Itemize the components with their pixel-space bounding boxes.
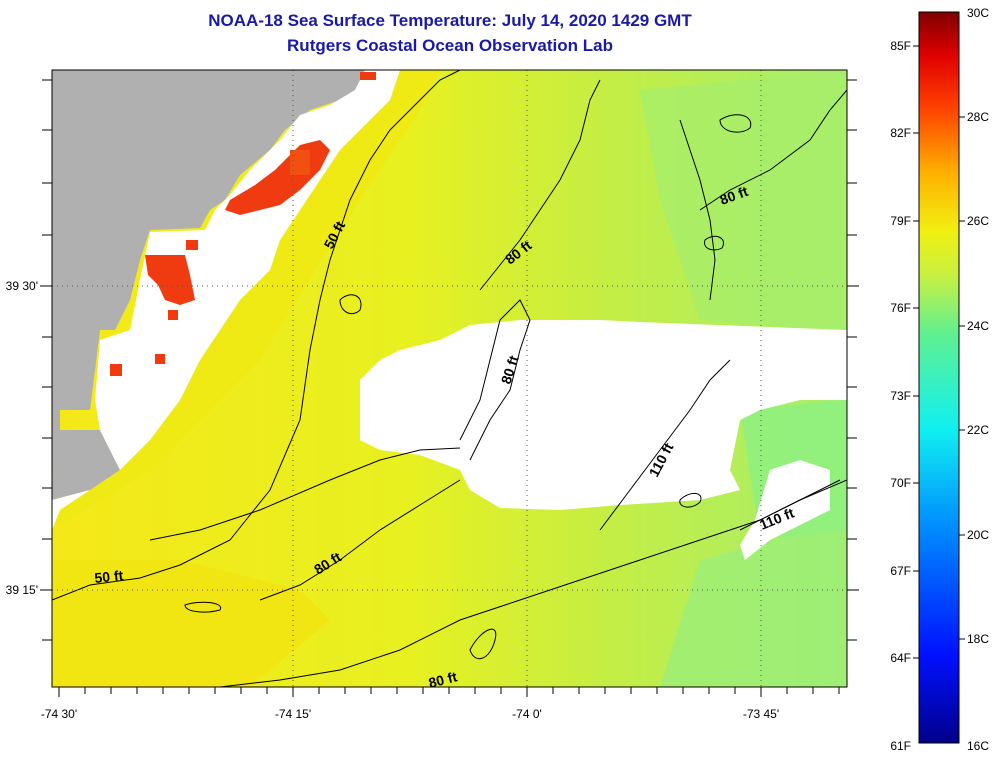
cb-f-label-76: 76F — [890, 301, 911, 315]
lat-tick-label-2: 39 15' — [6, 583, 38, 597]
cb-f-label-61: 61F — [890, 739, 911, 753]
cb-c-label-20: 20C — [967, 528, 989, 542]
cb-f-label-79: 79F — [890, 214, 911, 228]
cb-c-label-22: 22C — [967, 423, 989, 437]
lat-tick-label-1: 39 30' — [6, 279, 38, 293]
hot-pixel-top — [360, 72, 376, 80]
lon-tick-label-4: -73 45' — [743, 707, 779, 721]
lon-tick-label-1: -74 30' — [41, 707, 77, 721]
cb-c-label-16: 16C — [967, 739, 989, 753]
cb-c-label-26: 26C — [967, 214, 989, 228]
lon-tick-label-2: -74 15' — [275, 707, 311, 721]
cb-f-label-85: 85F — [890, 39, 911, 53]
cb-c-label-30: 30C — [967, 6, 989, 20]
sst-map: 50 ft 50 ft 80 ft 80 ft 80 ft 80 ft 80 f… — [0, 0, 1000, 761]
colorbar-celsius-labels: 30C 28C 26C 24C 22C 20C 18C 16C — [967, 6, 989, 753]
hot-bay-north-2 — [290, 150, 310, 175]
cb-c-label-24: 24C — [967, 319, 989, 333]
hot-pixel-west-2 — [168, 310, 178, 320]
lon-tick-label-3: -74 0' — [512, 707, 542, 721]
cb-f-label-82: 82F — [890, 126, 911, 140]
cb-f-label-70: 70F — [890, 476, 911, 490]
cb-f-label-73: 73F — [890, 389, 911, 403]
colorbar — [919, 12, 959, 743]
cb-f-label-64: 64F — [890, 651, 911, 665]
contour-label-50ft-2: 50 ft — [94, 567, 125, 586]
hot-pixel-lower-2 — [110, 364, 122, 376]
cb-f-label-67: 67F — [890, 564, 911, 578]
colorbar-fahrenheit-labels: 85F 82F 79F 76F 73F 70F 67F 64F 61F — [890, 39, 911, 753]
hot-pixel-lower — [155, 354, 165, 364]
cb-c-label-28: 28C — [967, 110, 989, 124]
cb-c-label-18: 18C — [967, 632, 989, 646]
hot-pixel-west — [186, 240, 198, 250]
